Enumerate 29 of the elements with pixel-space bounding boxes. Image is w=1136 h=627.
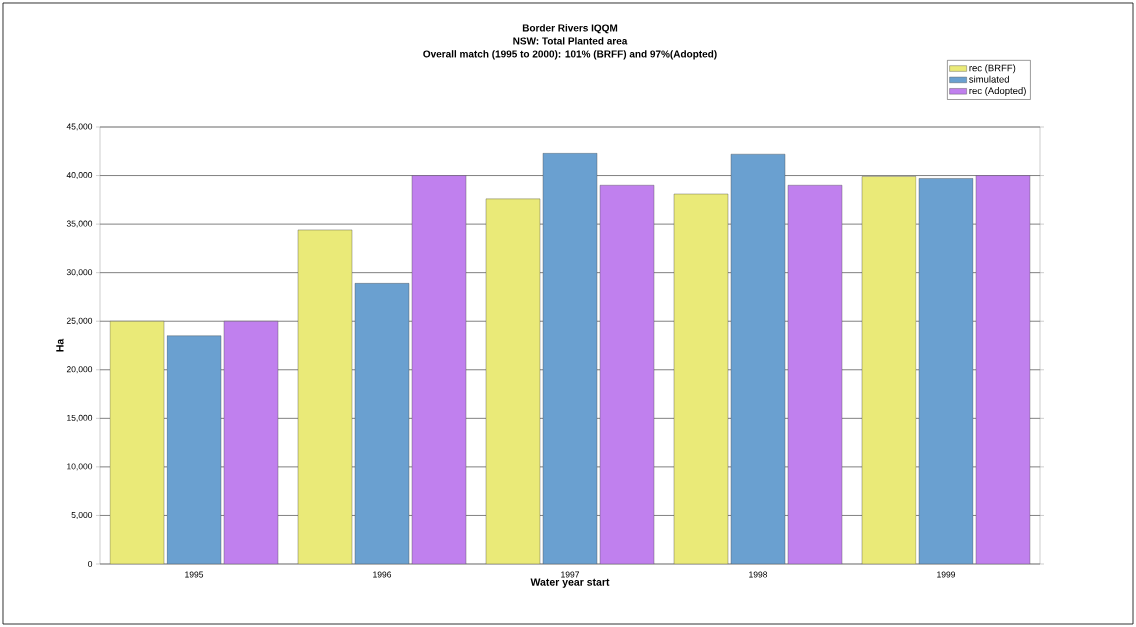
bar [787, 185, 843, 564]
y-tick-label: 25,000 [66, 317, 93, 325]
y-tick-label: 35,000 [66, 220, 93, 228]
chart-title: Border Rivers IQQM NSW: Total Planted area Overall match (1995 to 2000): 101% (BRFF) and 97%(Adopted) [423, 24, 717, 60]
y-tick-label: 15,000 [67, 414, 93, 422]
bar [861, 176, 917, 564]
legend-label: rec (Adopted) [969, 87, 1026, 96]
y-tick-label: 0 [88, 561, 93, 567]
bar [918, 178, 974, 564]
y-tick-label: 30,000 [66, 269, 93, 277]
bar [109, 321, 165, 564]
x-tick-label: 1999 [937, 571, 956, 578]
bar [975, 175, 1031, 564]
legend-label: rec (BRFF) [969, 64, 1016, 74]
y-tick-label: 45,000 [66, 123, 93, 131]
y-tick-label: 40,000 [66, 172, 93, 180]
y-tick-label: 20,000 [66, 366, 93, 374]
legend-label: simulated [969, 75, 1009, 83]
bar [223, 321, 279, 564]
y-tick-label: 10,000 [67, 463, 93, 471]
x-tick-label: 1998 [749, 571, 768, 578]
y-axis-title: Ha [56, 338, 64, 352]
x-tick-label: 1995 [185, 571, 204, 578]
y-tick-label: 5,000 [71, 511, 93, 519]
bar [599, 185, 655, 564]
bar [411, 175, 467, 564]
x-tick-label: 1997 [561, 571, 580, 578]
x-axis-title: Water year start [530, 578, 610, 588]
x-tick-label: 1996 [373, 571, 392, 578]
